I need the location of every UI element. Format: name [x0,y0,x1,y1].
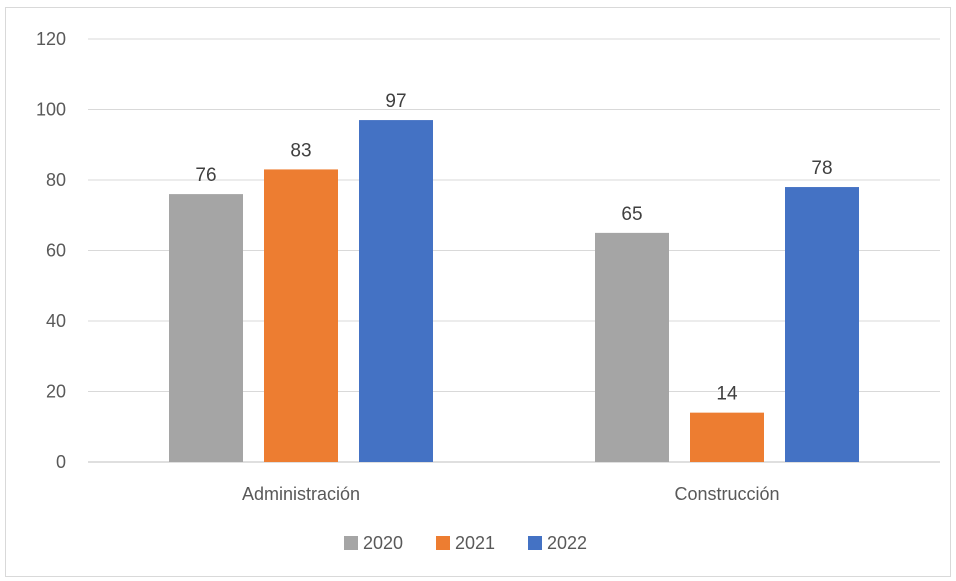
y-tick-label: 20 [46,382,66,402]
y-tick-label: 0 [56,452,66,472]
data-label: 83 [290,140,311,161]
y-tick-label: 100 [36,100,66,120]
y-tick-label: 120 [36,29,66,49]
legend-label: 2021 [455,533,495,553]
y-tick-label: 80 [46,170,66,190]
legend-swatch-2020 [344,536,358,550]
y-tick-label: 40 [46,311,66,331]
category-label: Administración [242,484,360,504]
bar-2020-0 [169,194,243,462]
data-label: 78 [811,158,832,179]
data-label: 65 [621,204,642,225]
y-axis-ticks: 0 20 40 60 80 100 120 [36,29,66,472]
data-label: 14 [716,384,738,405]
bar-2021-0 [264,169,338,463]
legend-label: 2020 [363,533,403,553]
bar-2022-1 [785,187,859,463]
category-labels: Administración Construcción [242,484,780,504]
legend-swatch-2021 [436,536,450,550]
data-label: 97 [385,91,406,112]
y-tick-label: 60 [46,241,66,261]
legend-label: 2022 [547,533,587,553]
data-labels: 76 83 97 65 14 78 [195,91,832,405]
bar-2020-1 [595,232,669,462]
category-label: Construcción [674,484,779,504]
bar-2021-1 [690,412,764,462]
bars [169,120,859,463]
legend-swatch-2022 [528,536,542,550]
bar-2022-0 [359,120,433,462]
data-label: 76 [195,165,216,186]
legend: 2020 2021 2022 [344,533,587,553]
